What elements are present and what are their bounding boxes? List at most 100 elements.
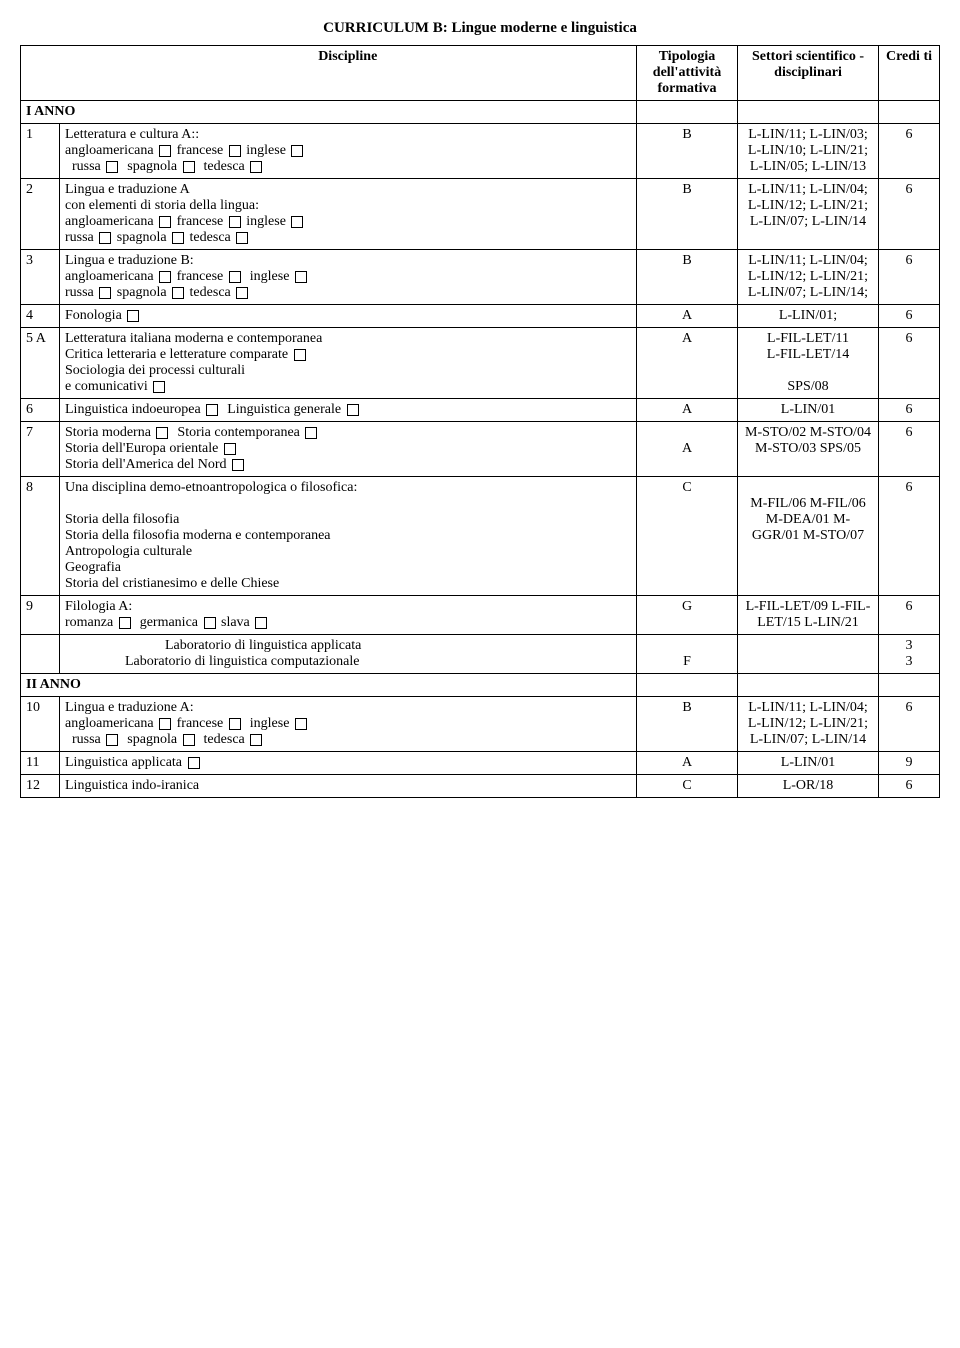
- checkbox-icon: [127, 310, 139, 322]
- opt: e comunicativi: [65, 379, 148, 394]
- set-code: L-FIL-LET/14: [767, 347, 849, 362]
- row-title: Una disciplina demo-etnoantropologica o …: [65, 480, 357, 495]
- row-num: 6: [21, 399, 60, 422]
- table-row: 2 Lingua e traduzione A con elementi di …: [21, 179, 940, 250]
- row-tipologia: A: [637, 422, 738, 477]
- row-discipline: Lingua e traduzione A: angloamericana fr…: [60, 697, 637, 752]
- row-tipologia: A: [637, 752, 738, 775]
- row-tipologia: G: [637, 596, 738, 635]
- checkbox-icon: [159, 718, 171, 730]
- row-crediti: 6: [879, 179, 940, 250]
- opt: Antropologia culturale: [65, 544, 192, 559]
- row-crediti: 6: [879, 775, 940, 798]
- row-crediti: 6: [879, 697, 940, 752]
- checkbox-icon: [250, 734, 262, 746]
- row-num: 1: [21, 124, 60, 179]
- row-settori: L-LIN/11; L-LIN/04; L-LIN/12; L-LIN/21; …: [738, 250, 879, 305]
- row-settori: L-LIN/01;: [738, 305, 879, 328]
- row-tipologia: B: [637, 124, 738, 179]
- checkbox-icon: [106, 734, 118, 746]
- row-crediti: 6: [879, 422, 940, 477]
- row-discipline: Letteratura e cultura A:: angloamericana…: [60, 124, 637, 179]
- row-tipologia: A: [637, 328, 738, 399]
- row-settori: L-LIN/11; L-LIN/03; L-LIN/10; L-LIN/21; …: [738, 124, 879, 179]
- opt: russa: [65, 285, 94, 300]
- checkbox-icon: [183, 161, 195, 173]
- section-label: I ANNO: [21, 101, 637, 124]
- checkbox-icon: [206, 404, 218, 416]
- row-tipologia: C: [637, 775, 738, 798]
- opt: Linguistica indoeuropea: [65, 402, 201, 417]
- checkbox-icon: [294, 349, 306, 361]
- checkbox-icon: [236, 232, 248, 244]
- opt: russa: [65, 230, 94, 245]
- checkbox-icon: [224, 443, 236, 455]
- row-discipline: Una disciplina demo-etnoantropologica o …: [60, 477, 637, 596]
- opt: Letteratura italiana moderna e contempor…: [65, 331, 322, 346]
- checkbox-icon: [232, 459, 244, 471]
- hdr-tipologia: Tipologia dell'attività formativa: [637, 46, 738, 101]
- row-settori: M-STO/02 M-STO/04 M-STO/03 SPS/05: [738, 422, 879, 477]
- row-num: 9: [21, 596, 60, 635]
- checkbox-icon: [305, 427, 317, 439]
- opt: Storia dell'America del Nord: [65, 457, 227, 472]
- opt: tedesca: [190, 285, 231, 300]
- opt: Linguistica generale: [227, 402, 341, 417]
- opt: Storia della filosofia: [65, 512, 179, 527]
- checkbox-icon: [183, 734, 195, 746]
- opt: slava: [221, 615, 250, 630]
- row-title: Fonologia: [65, 308, 122, 323]
- opt: Storia moderna: [65, 425, 151, 440]
- checkbox-icon: [347, 404, 359, 416]
- checkbox-icon: [188, 757, 200, 769]
- checkbox-icon: [172, 287, 184, 299]
- row-tipologia: B: [637, 179, 738, 250]
- row-discipline: Linguistica indo-iranica: [60, 775, 637, 798]
- opt: Storia dell'Europa orientale: [65, 441, 218, 456]
- row-crediti: 6: [879, 328, 940, 399]
- row-num: 4: [21, 305, 60, 328]
- opt: angloamericana: [65, 269, 154, 284]
- row-discipline: Lingua e traduzione A con elementi di st…: [60, 179, 637, 250]
- opt: Storia contemporanea: [177, 425, 299, 440]
- row-title: Lingua e traduzione A: [65, 182, 190, 197]
- row-discipline: Lingua e traduzione B: angloamericana fr…: [60, 250, 637, 305]
- curriculum-table: Discipline Tipologia dell'attività forma…: [20, 45, 940, 798]
- checkbox-icon: [99, 232, 111, 244]
- section-anno-2: II ANNO: [21, 674, 940, 697]
- hdr-discipline: Discipline: [60, 46, 637, 101]
- table-row: 7 Storia moderna Storia contemporanea St…: [21, 422, 940, 477]
- checkbox-icon: [229, 271, 241, 283]
- header-row: Discipline Tipologia dell'attività forma…: [21, 46, 940, 101]
- checkbox-icon: [229, 145, 241, 157]
- row-title: Letteratura e cultura A::: [65, 127, 199, 142]
- row-title: Linguistica applicata: [65, 755, 182, 770]
- row-settori: L-FIL-LET/09 L-FIL-LET/15 L-LIN/21: [738, 596, 879, 635]
- table-row: 9 Filologia A: romanza germanica slava G…: [21, 596, 940, 635]
- opt: spagnola: [117, 230, 167, 245]
- checkbox-icon: [204, 617, 216, 629]
- tip-val: F: [683, 654, 691, 669]
- row-settori: L-LIN/01: [738, 752, 879, 775]
- row-settori: L-LIN/11; L-LIN/04; L-LIN/12; L-LIN/21; …: [738, 697, 879, 752]
- row-crediti: 9: [879, 752, 940, 775]
- table-row: 12 Linguistica indo-iranica C L-OR/18 6: [21, 775, 940, 798]
- checkbox-icon: [119, 617, 131, 629]
- page-title: CURRICULUM B: Lingue moderne e linguisti…: [20, 20, 940, 37]
- row-settori: L-FIL-LET/11 L-FIL-LET/14 SPS/08: [738, 328, 879, 399]
- row-crediti: 6: [879, 250, 940, 305]
- row-discipline: Linguistica indoeuropea Linguistica gene…: [60, 399, 637, 422]
- row-crediti: 6: [879, 477, 940, 596]
- checkbox-icon: [250, 161, 262, 173]
- lab-label: Laboratorio di linguistica computazional…: [125, 654, 359, 669]
- table-row: 8 Una disciplina demo-etnoantropologica …: [21, 477, 940, 596]
- opt: angloamericana: [65, 143, 154, 158]
- checkbox-icon: [295, 718, 307, 730]
- set-code: SPS/08: [787, 379, 828, 394]
- row-discipline: Filologia A: romanza germanica slava: [60, 596, 637, 635]
- hdr-settori: Settori scientifico - disciplinari: [738, 46, 879, 101]
- row-crediti: 6: [879, 399, 940, 422]
- checkbox-icon: [99, 287, 111, 299]
- row-tipologia: C: [637, 477, 738, 596]
- opt: Storia del cristianesimo e delle Chiese: [65, 576, 279, 591]
